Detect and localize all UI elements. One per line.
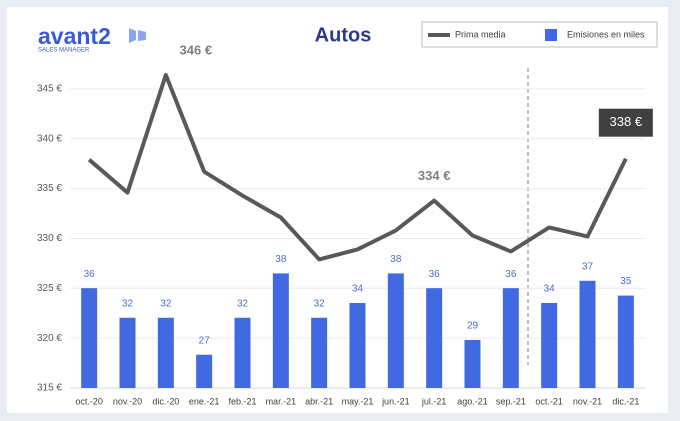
- y-tick-label: 345 €: [37, 84, 62, 95]
- bar-label: 32: [314, 298, 326, 309]
- bar-label: 29: [467, 321, 479, 332]
- legend-label: Emisiones en miles: [567, 29, 645, 39]
- x-tick-label: dic.-20: [152, 396, 179, 406]
- bar: [349, 302, 366, 388]
- chart-title: Autos: [315, 24, 372, 46]
- bar-label: 36: [84, 269, 96, 280]
- bar: [464, 339, 481, 388]
- legend-label: Prima media: [455, 29, 506, 39]
- bar: [234, 317, 251, 388]
- x-tick-label: jun.-21: [381, 396, 410, 406]
- x-tick-label: abr.-21: [305, 396, 333, 406]
- bar-label: 35: [620, 276, 632, 287]
- y-tick-label: 315 €: [37, 383, 62, 394]
- bar: [119, 317, 136, 388]
- x-tick-label: oct.-21: [535, 396, 563, 406]
- x-tick-label: jul.-21: [421, 396, 447, 406]
- plot-background: [7, 7, 668, 413]
- bar-label: 32: [237, 298, 249, 309]
- bar-label: 27: [199, 335, 211, 346]
- bar-label: 34: [544, 284, 556, 295]
- logo-name: avant2: [38, 23, 111, 49]
- y-tick-label: 325 €: [37, 283, 62, 294]
- value-label: 346 €: [180, 42, 213, 57]
- x-tick-label: ene.-21: [189, 396, 220, 406]
- bar: [387, 273, 404, 388]
- logo-icon: [129, 28, 146, 43]
- y-tick-label: 335 €: [37, 183, 62, 194]
- bar: [617, 295, 634, 388]
- x-tick-label: ago.-21: [457, 396, 488, 406]
- bar: [502, 288, 519, 388]
- y-tick-label: 340 €: [37, 133, 62, 144]
- legend-box: [421, 21, 658, 48]
- x-tick-label: sep.-21: [496, 396, 526, 406]
- bar: [196, 354, 213, 388]
- x-tick-label: feb.-21: [228, 396, 256, 406]
- bar-label: 32: [122, 298, 134, 309]
- bar-label: 38: [275, 254, 287, 265]
- bar-label: 38: [390, 254, 402, 265]
- bar: [311, 317, 328, 388]
- y-tick-label: 320 €: [37, 333, 62, 344]
- x-tick-label: may.-21: [342, 396, 374, 406]
- label-box: [598, 108, 653, 137]
- bar: [579, 280, 596, 388]
- logo-tagline: SALES MANAGER: [38, 48, 90, 54]
- x-tick-label: nov.-21: [573, 396, 602, 406]
- line: [87, 72, 628, 262]
- bar: [426, 288, 443, 388]
- bar: [81, 288, 98, 388]
- bar: [541, 302, 558, 388]
- x-tick-label: nov.-20: [113, 396, 142, 406]
- bar-label: 34: [352, 284, 364, 295]
- x-tick-label: oct.-20: [75, 396, 103, 406]
- x-tick-label: dic.-21: [612, 396, 639, 406]
- bar-label: 37: [582, 261, 594, 272]
- y-tick-label: 330 €: [37, 233, 62, 244]
- value-label: 334 €: [418, 168, 451, 183]
- bar-label: 36: [505, 269, 517, 280]
- x-tick-label: mar.-21: [266, 396, 297, 406]
- value-label: 338 €: [610, 114, 643, 129]
- bar-label: 32: [160, 298, 172, 309]
- bar-label: 36: [429, 269, 441, 280]
- legend-swatch: [545, 29, 557, 41]
- bar: [157, 317, 174, 388]
- bar: [272, 273, 289, 388]
